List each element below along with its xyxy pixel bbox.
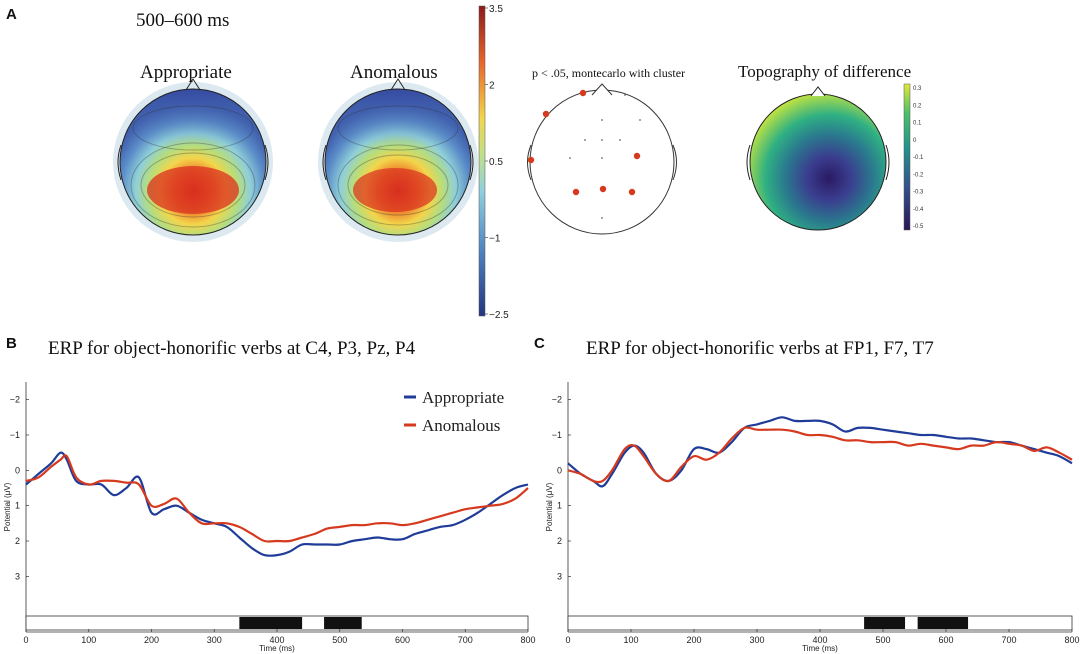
x-tick-label: 300: [207, 635, 222, 645]
series-line-appropriate: [567, 416, 1073, 488]
x-tick-label: 200: [686, 635, 701, 645]
x-tick-label: 200: [144, 635, 159, 645]
topo-title-appropriate: Appropriate: [140, 62, 232, 83]
diff-colorbar-tick-label: 0.3: [913, 86, 922, 92]
x-tick-label: 800: [1064, 635, 1079, 645]
x-tick-label: 300: [749, 635, 764, 645]
topomap-svg: 3.5 2 0.5 −1 −2.5 0.3 0.2 0.1 0 -0.1 -0.2 -0.3 -0.4…: [113, 4, 924, 321]
x-tick-label: 400: [269, 635, 284, 645]
y-tick-label: −2: [552, 395, 562, 405]
series-line-anomalous: [567, 426, 1073, 484]
x-tick-label: 700: [458, 635, 473, 645]
x-tick-label: 0: [23, 635, 28, 645]
significance-bar: [239, 617, 303, 629]
colorbar-difference: [903, 83, 911, 231]
x-tick-label: 700: [1001, 635, 1016, 645]
x-axis-label: Time (ms): [802, 644, 838, 653]
significance-strip: [567, 615, 1073, 631]
diff-colorbar-tick-label: 0: [913, 138, 917, 144]
significance-bar: [917, 617, 969, 629]
series-line-anomalous: [25, 454, 529, 543]
x-tick-label: 600: [938, 635, 953, 645]
colorbar-amplitude: [478, 5, 486, 317]
time-window-label: 500–600 ms: [136, 10, 230, 31]
y-tick-label: −2: [10, 395, 20, 405]
y-tick-label: 3: [15, 571, 20, 581]
topomap-appropriate: [113, 78, 273, 242]
topo-title-anomalous: Anomalous: [350, 62, 438, 83]
y-tick-label: 2: [15, 536, 20, 546]
colorbar-tick-label: 3.5: [489, 4, 503, 15]
diff-colorbar-tick-label: 0.2: [913, 103, 922, 109]
y-axis-label: Potential (μV): [3, 482, 12, 531]
diff-colorbar-tick-label: -0.4: [913, 207, 924, 213]
x-tick-label: 600: [395, 635, 410, 645]
colorbar-tick-label: 2: [489, 81, 495, 92]
x-tick-label: 400: [812, 635, 827, 645]
colorbar-tick-label: 0.5: [489, 157, 503, 168]
panel-label-c: C: [534, 335, 545, 352]
electrode-significance-map: [527, 83, 677, 235]
y-tick-label: 1: [15, 501, 20, 511]
diff-colorbar-tick-label: -0.3: [913, 190, 924, 196]
y-axis-label: Potential (μV): [545, 482, 554, 531]
chart-b-title: ERP for object-honorific verbs at C4, P3…: [48, 338, 416, 359]
topomap-anomalous: [318, 78, 478, 242]
diff-colorbar-tick-label: -0.1: [913, 155, 924, 161]
diff-colorbar-tick-label: -0.5: [913, 224, 924, 230]
colorbar-tick-label: −2.5: [489, 310, 509, 321]
x-axis-label: Time (ms): [259, 644, 295, 653]
x-tick-label: 500: [875, 635, 890, 645]
diff-colorbar-tick-label: 0.1: [913, 121, 922, 127]
y-tick-label: 3: [557, 571, 562, 581]
y-tick-label: 0: [15, 465, 20, 475]
legend-label-anomalous: Anomalous: [422, 416, 500, 435]
difference-title: Topography of difference: [738, 62, 912, 81]
x-tick-label: 100: [81, 635, 96, 645]
chart-c-title: ERP for object-honorific verbs at FP1, F…: [586, 338, 934, 359]
topomap-difference: [746, 86, 890, 231]
colorbar-difference-ticks: 0.3 0.2 0.1 0 -0.1 -0.2 -0.3 -0.4 -0.5: [913, 86, 924, 230]
y-tick-label: 1: [557, 501, 562, 511]
x-tick-label: 500: [332, 635, 347, 645]
stats-title: p < .05, montecarlo with cluster: [532, 66, 686, 80]
diff-colorbar-tick-label: -0.2: [913, 172, 924, 178]
y-tick-label: −1: [10, 430, 20, 440]
panel-label-b: B: [6, 335, 17, 352]
colorbar-tick-label: −1: [489, 234, 501, 245]
y-tick-label: 0: [557, 465, 562, 475]
x-tick-label: 100: [623, 635, 638, 645]
significance-bar: [324, 617, 362, 629]
colorbar-amplitude-ticks: 3.5 2 0.5 −1 −2.5: [485, 4, 509, 321]
legend-label-appropriate: Appropriate: [422, 388, 504, 407]
y-tick-label: −1: [552, 430, 562, 440]
series-line-appropriate: [25, 451, 529, 557]
x-tick-label: 800: [520, 635, 535, 645]
y-tick-label: 2: [557, 536, 562, 546]
panel-label-a: A: [6, 6, 17, 23]
x-tick-label: 0: [565, 635, 570, 645]
significance-bar: [864, 617, 906, 629]
